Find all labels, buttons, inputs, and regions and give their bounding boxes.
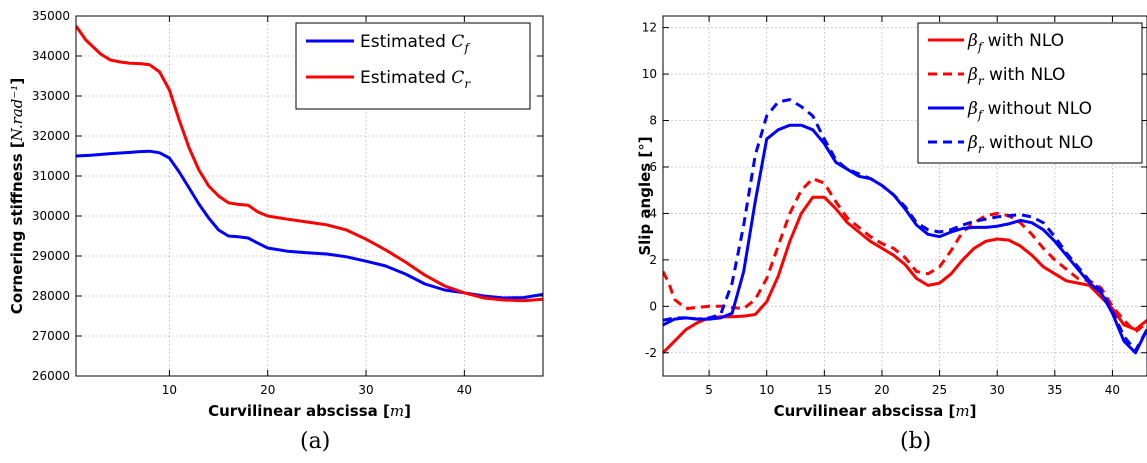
series-line-0 (663, 195, 1147, 354)
chart-a-ticks: 10 20 30 40 26000 27000 28000 29000 30000 31000 32… (32, 9, 543, 397)
x-tick-label: 40 (1105, 383, 1120, 397)
x-tick-label: 35 (1047, 383, 1062, 397)
chart-b-plot-frame (662, 15, 1147, 377)
legend-entry: Estimated Cf (360, 32, 471, 55)
chart-b-legend: βf with NLO βr with NLO βf without NLO βr w… (917, 22, 1143, 164)
chart-b-ylabel: Slip angles [°] (636, 136, 654, 255)
x-tick-label: 20 (874, 383, 889, 397)
legend-box (917, 22, 1143, 164)
series-line-1 (663, 177, 1147, 334)
x-tick-label: 10 (759, 383, 774, 397)
chart-b: 5 10 15 20 25 30 35 40 -2 0 2 4 6 8 10 12 Curvilinear a… (636, 15, 1147, 454)
y-tick-label: 29000 (32, 249, 70, 263)
y-tick-label: 6 (649, 160, 657, 174)
y-tick-label: 34000 (32, 49, 70, 63)
chart-a-caption: (a) (300, 429, 330, 454)
chart-b-series (663, 98, 1147, 355)
chart-a-xlabel: Curvilinear abscissa [m] (208, 402, 411, 420)
series-line-3 (663, 98, 1147, 352)
y-tick-label: 10 (642, 67, 657, 81)
legend-entry: βf without NLO (967, 99, 1092, 122)
y-tick-label: 31000 (32, 169, 70, 183)
series-line-1 (76, 25, 543, 303)
y-tick-label: 12 (642, 21, 657, 35)
y-tick-label: 30000 (32, 209, 70, 223)
x-tick-label: 5 (705, 383, 713, 397)
y-tick-label: 2 (649, 253, 657, 267)
y-tick-label: -2 (645, 346, 657, 360)
chart-a-legend: Estimated Cf Estimated Cr (295, 22, 531, 110)
x-tick-label: 40 (457, 383, 472, 397)
x-tick-label: 15 (817, 383, 832, 397)
chart-a-plot-frame (75, 15, 544, 377)
y-tick-label: 26000 (32, 369, 70, 383)
y-tick-label: 28000 (32, 289, 70, 303)
y-tick-label: 32000 (32, 129, 70, 143)
legend-entry: βr without NLO (967, 133, 1093, 156)
x-tick-label: 10 (162, 383, 177, 397)
chart-a-ylabel: Cornering stiffness [N.rad⁻¹] (8, 78, 26, 314)
x-tick-label: 30 (358, 383, 373, 397)
legend-entry: Estimated Cr (360, 68, 471, 91)
y-tick-label: 33000 (32, 89, 70, 103)
y-tick-label: 8 (649, 114, 657, 128)
y-tick-label: 0 (649, 299, 657, 313)
series-line-0 (76, 149, 543, 300)
x-tick-label: 30 (990, 383, 1005, 397)
chart-a: 10 20 30 40 26000 27000 28000 29000 30000 31000 32… (8, 9, 544, 454)
chart-b-ticks: 5 10 15 20 25 30 35 40 -2 0 2 4 6 8 10 12 (642, 16, 1147, 397)
legend-box (295, 22, 531, 110)
y-tick-label: 35000 (32, 9, 70, 23)
x-tick-label: 20 (260, 383, 275, 397)
y-tick-label: 27000 (32, 329, 70, 343)
y-tick-label: 4 (649, 206, 657, 220)
legend-entry: βr with NLO (967, 65, 1065, 88)
chart-a-series (76, 25, 543, 303)
x-tick-label: 25 (932, 383, 947, 397)
legend-entry: βf with NLO (967, 31, 1064, 54)
chart-b-caption: (b) (900, 429, 931, 454)
chart-b-xlabel: Curvilinear abscissa [m] (774, 402, 977, 420)
